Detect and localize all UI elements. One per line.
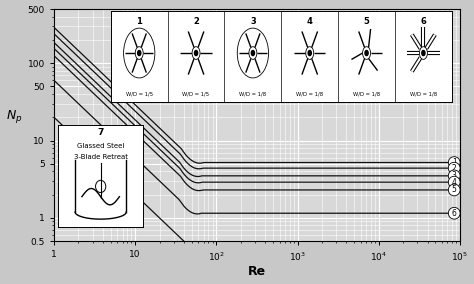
Text: 1: 1 <box>452 158 456 167</box>
Text: 7: 7 <box>0 283 1 284</box>
Text: 2: 2 <box>452 164 456 173</box>
Text: 6: 6 <box>452 209 456 218</box>
Y-axis label: $N_p$: $N_p$ <box>6 108 22 125</box>
Text: 3: 3 <box>452 171 456 180</box>
Text: 5: 5 <box>452 185 456 195</box>
Text: 4: 4 <box>452 178 456 187</box>
X-axis label: Re: Re <box>248 266 266 278</box>
